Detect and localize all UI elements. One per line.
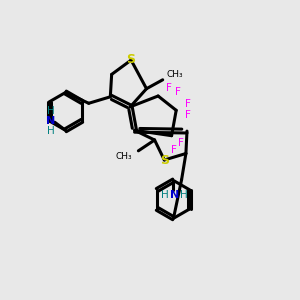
Text: S: S [160, 154, 169, 167]
Text: S: S [127, 53, 136, 66]
Text: F: F [178, 138, 184, 148]
Text: H: H [180, 190, 188, 200]
Text: H: H [47, 126, 55, 136]
Text: F: F [171, 145, 177, 155]
Text: F: F [166, 83, 172, 93]
Text: N: N [170, 190, 179, 200]
Text: CH₃: CH₃ [115, 152, 132, 161]
Text: N: N [46, 116, 55, 126]
Text: F: F [175, 88, 181, 98]
Text: F: F [185, 110, 191, 120]
Text: H: H [161, 190, 169, 200]
Text: H: H [47, 106, 55, 116]
Text: F: F [185, 99, 191, 109]
Text: CH₃: CH₃ [167, 70, 183, 79]
